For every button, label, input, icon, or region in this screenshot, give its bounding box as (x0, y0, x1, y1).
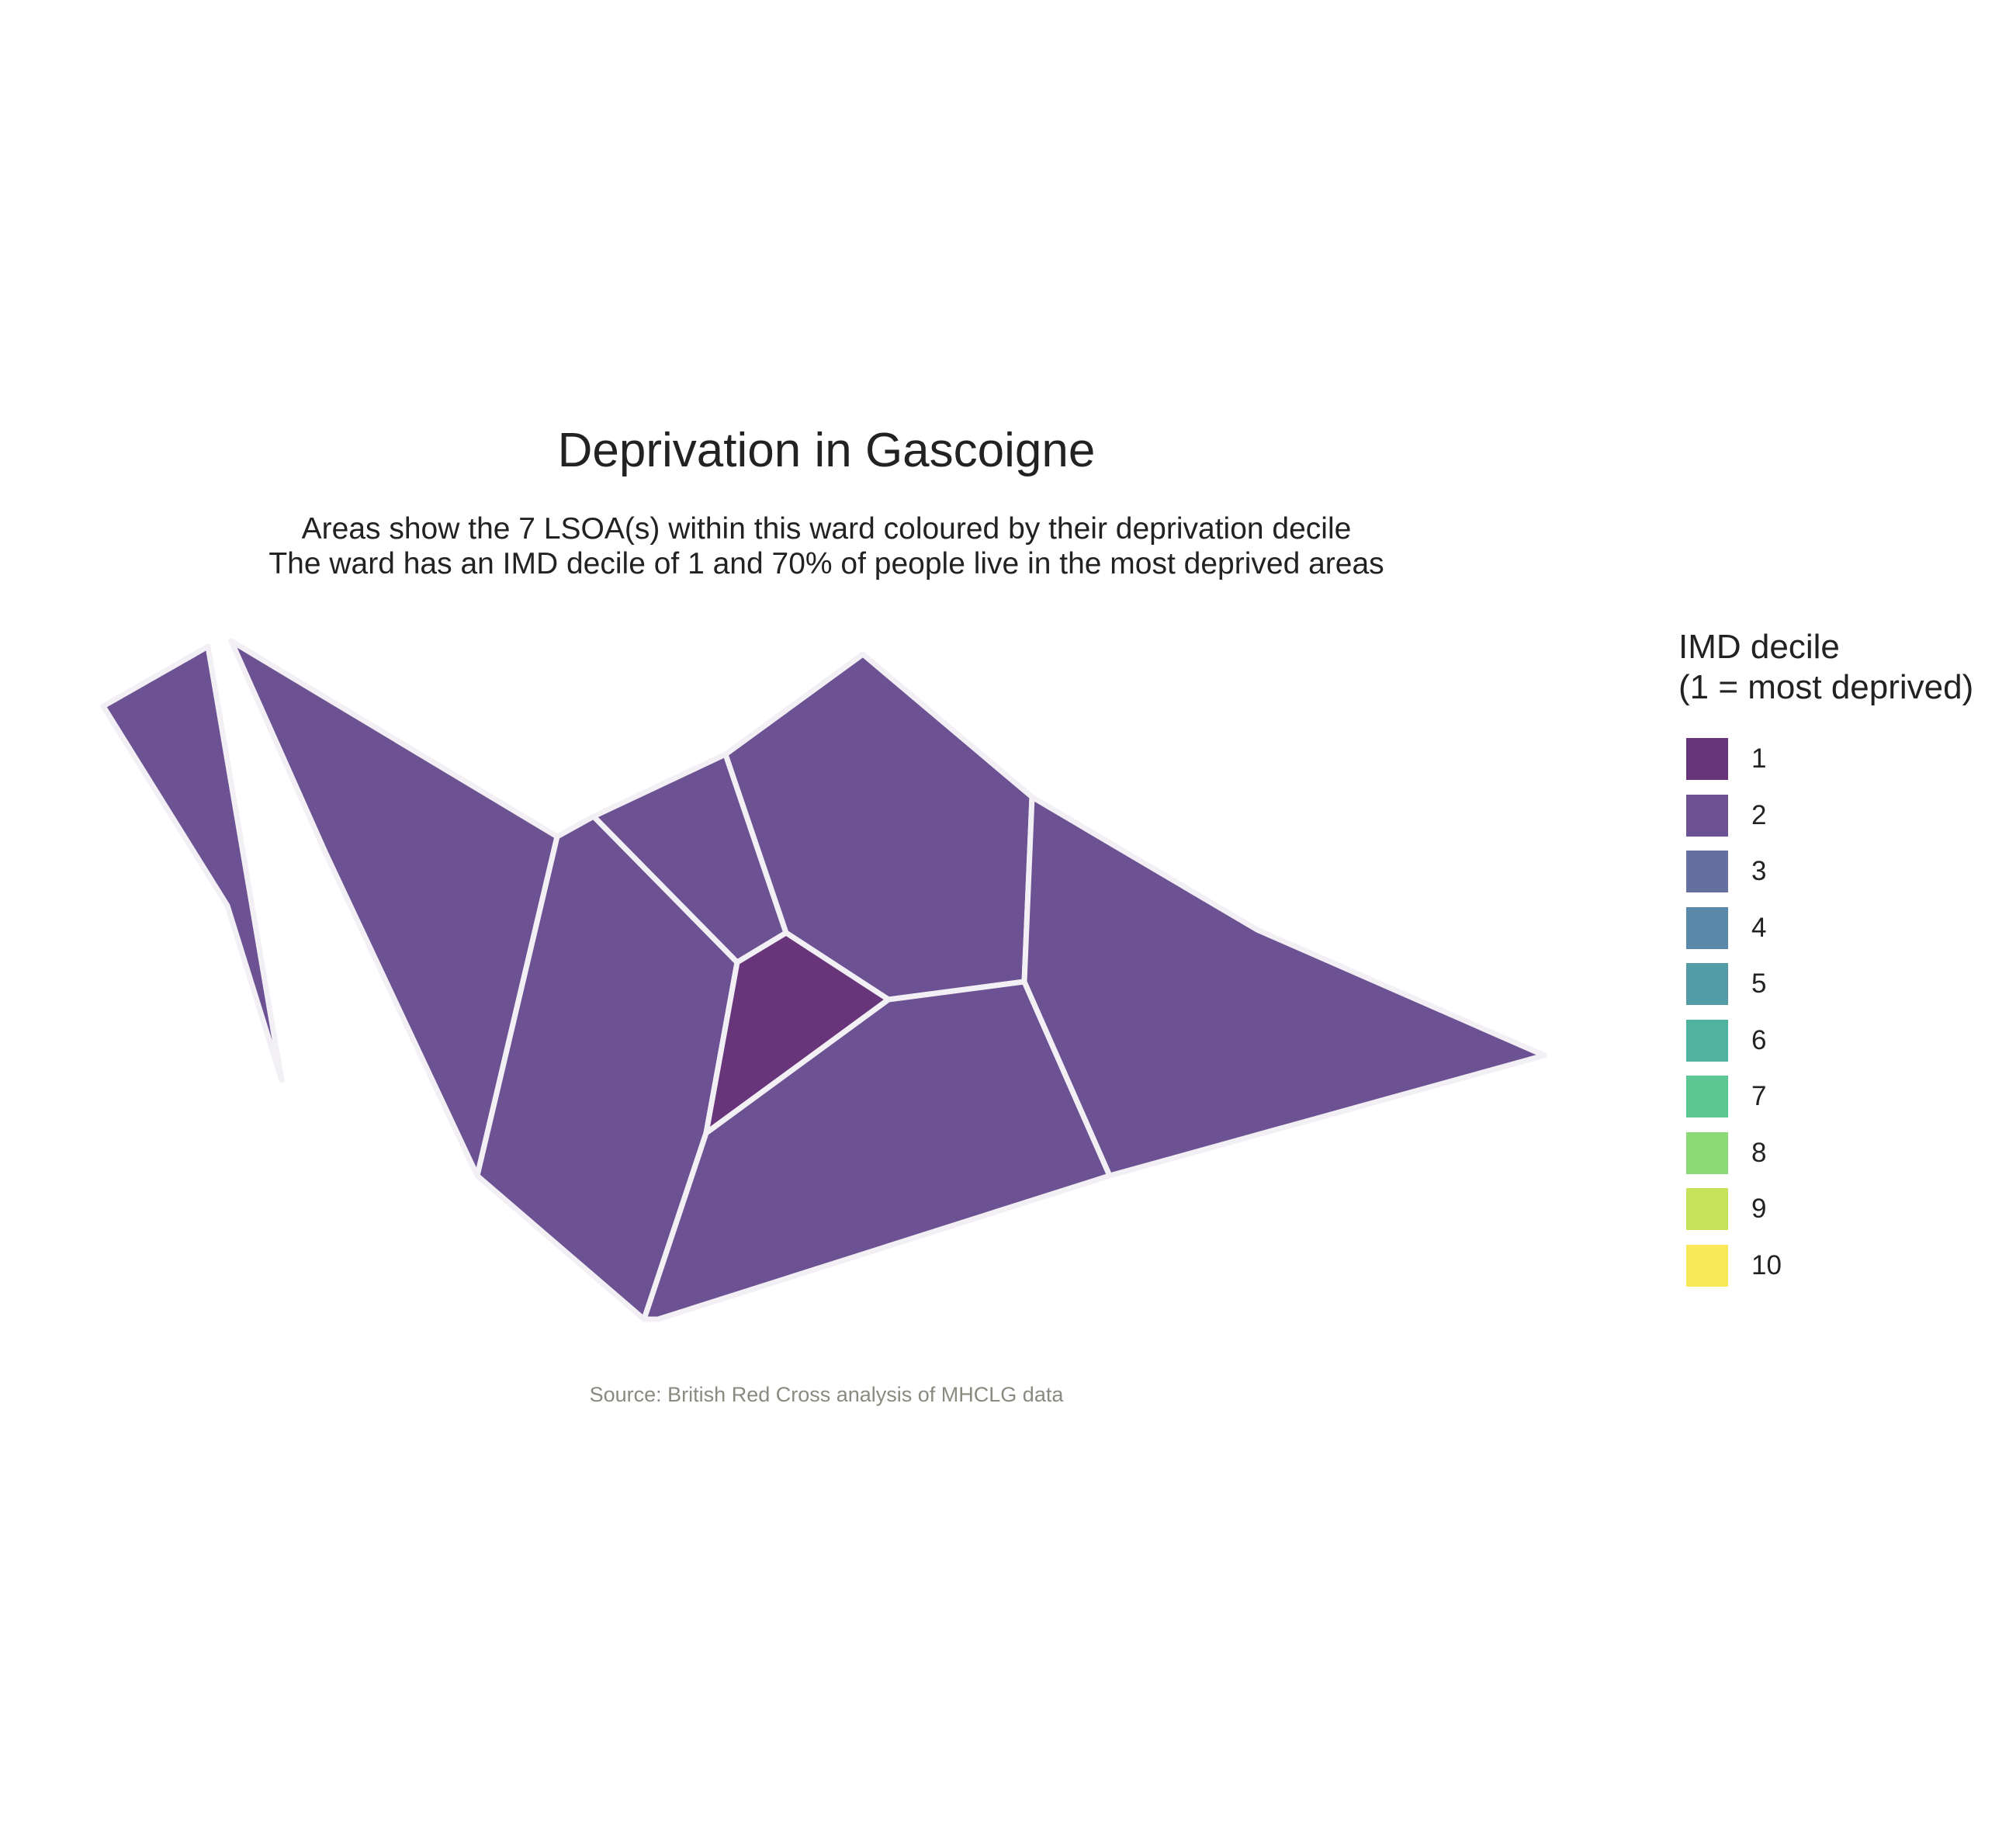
chart-title: Deprivation in Gascoigne (557, 424, 1096, 477)
legend-label: 6 (1751, 1024, 1767, 1055)
legend-label: 3 (1751, 856, 1767, 887)
legend-item: 8 (1678, 1125, 1973, 1182)
legend-label: 9 (1751, 1194, 1767, 1225)
legend-label: 5 (1751, 968, 1767, 1000)
legend-swatch (1686, 738, 1728, 781)
legend-items: 1 2 3 4 5 6 7 8 9 10 (1678, 731, 1973, 1294)
legend-item: 1 (1678, 731, 1973, 788)
legend-item: 9 (1678, 1181, 1973, 1238)
legend-title-line-1: IMD decile (1678, 628, 1840, 666)
legend-item: 5 (1678, 956, 1973, 1013)
legend-swatch (1686, 1244, 1728, 1287)
legend-swatch (1686, 963, 1728, 1006)
legend-label: 10 (1751, 1249, 1782, 1280)
lsoa-west (100, 643, 285, 1083)
legend-label: 7 (1751, 1081, 1767, 1112)
legend-swatch (1686, 851, 1728, 893)
chart-subtitle-line-2: The ward has an IMD decile of 1 and 70% … (268, 547, 1384, 580)
legend-swatch (1686, 1188, 1728, 1231)
legend-title-line-2: (1 = most deprived) (1678, 668, 1974, 706)
legend-item: 7 (1678, 1069, 1973, 1125)
legend-label: 4 (1751, 912, 1767, 943)
lsoa-east (1021, 794, 1547, 1179)
legend-title: IMD decile (1 = most deprived) (1678, 627, 1973, 708)
chart-subtitle-line-1: Areas show the 7 LSOA(s) within this war… (301, 512, 1352, 546)
legend-item: 10 (1678, 1238, 1973, 1294)
legend-swatch (1686, 906, 1728, 949)
legend-label: 2 (1751, 799, 1767, 830)
legend-item: 6 (1678, 1013, 1973, 1069)
legend-item: 2 (1678, 788, 1973, 844)
legend-swatch (1686, 1076, 1728, 1118)
legend-item: 3 (1678, 844, 1973, 900)
legend-label: 1 (1751, 743, 1767, 774)
legend-label: 8 (1751, 1137, 1767, 1168)
legend-swatch (1686, 1019, 1728, 1062)
legend: IMD decile (1 = most deprived) 1 2 3 4 5 6 7 8 9… (1678, 627, 1973, 1294)
legend-swatch (1686, 794, 1728, 837)
legend-swatch (1686, 1131, 1728, 1174)
source-caption: Source: British Red Cross analysis of MH… (589, 1383, 1064, 1406)
legend-item: 4 (1678, 900, 1973, 957)
